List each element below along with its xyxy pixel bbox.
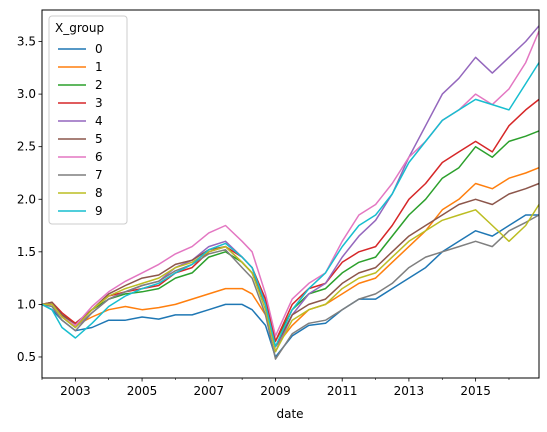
y-tick-label: 3.5 [17,35,36,49]
series-line-8 [42,204,540,353]
x-tick-label: 2003 [60,384,91,398]
y-tick-label: 0.5 [17,350,36,364]
series-line-9 [41,62,540,348]
legend-title: X_group [55,21,104,35]
legend: X_group 0 1 2 3 4 5 6 7 8 9 [48,15,128,225]
y-tick-label: 1.0 [17,297,36,311]
legend-label-9: 9 [95,204,103,218]
legend-label-2: 2 [95,78,103,92]
legend-label-6: 6 [95,150,103,164]
legend-label-0: 0 [95,42,103,56]
legend-label-4: 4 [95,114,103,128]
x-tick-label: 2009 [260,384,291,398]
y-tick-label: 1.5 [17,245,36,259]
y-tick-label: 2.0 [17,192,36,206]
plot-frame [41,9,540,379]
y-tick-label: 2.5 [17,140,36,154]
legend-label-1: 1 [95,60,103,74]
series-lines [41,25,540,360]
legend-label-3: 3 [95,96,103,110]
legend-label-7: 7 [95,168,103,182]
legend-box [48,15,128,225]
legend-label-5: 5 [95,132,103,146]
y-tick-label: 3.0 [17,87,36,101]
x-tick-label: 2015 [460,384,491,398]
legend-label-8: 8 [95,186,103,200]
y-axis: 0.5 1.0 1.5 2.0 2.5 3.0 3.5 [17,35,42,364]
x-tick-label: 2011 [327,384,358,398]
x-axis-label: date [276,407,303,421]
series-line-3 [41,98,540,342]
x-tick-label: 2013 [394,384,425,398]
x-axis: 2003 2005 2007 2009 2011 2013 2015 [41,378,510,398]
x-tick-label: 2005 [127,384,158,398]
x-tick-label: 2007 [194,384,225,398]
series-line-7 [41,214,540,360]
